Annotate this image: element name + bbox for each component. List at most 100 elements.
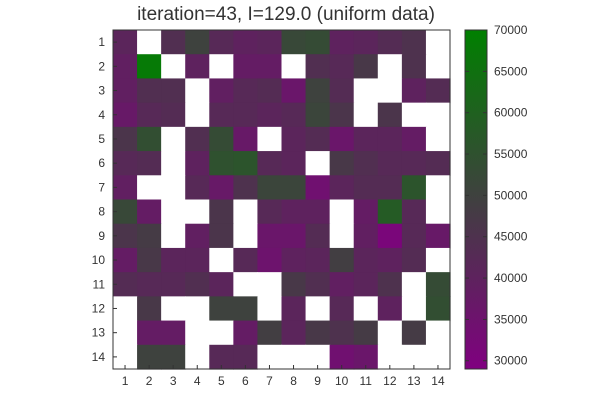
heatmap-cell (377, 272, 403, 297)
heatmap-cell (425, 199, 451, 225)
heatmap-cell (377, 320, 403, 346)
heatmap-cell (281, 102, 307, 128)
heatmap-cell (425, 102, 451, 128)
heatmap-cell (353, 126, 379, 152)
y-tick-label: 3 (98, 84, 105, 98)
heatmap-cell (137, 175, 162, 201)
heatmap-cell (377, 30, 403, 55)
heatmap-cell (185, 30, 210, 55)
heatmap-cell (137, 151, 162, 176)
x-tick-label: 9 (314, 374, 321, 388)
y-tick-label: 4 (98, 108, 105, 122)
heatmap-cell (161, 30, 186, 55)
heatmap-cell (425, 151, 451, 176)
heatmap-cell (233, 223, 259, 249)
colorbar-tick-label: 65000 (494, 64, 528, 78)
heatmap-cell (401, 223, 427, 249)
heatmap-cell (113, 296, 138, 322)
heatmap-cell (257, 320, 283, 346)
heatmap-cell (185, 175, 210, 201)
heatmap-cell (401, 199, 427, 225)
heatmap-cell (377, 247, 403, 273)
heatmap-cell (329, 175, 355, 201)
heatmap-cell (401, 175, 427, 201)
heatmap-cell (233, 151, 259, 176)
heatmap-cell (377, 54, 403, 80)
heatmap-cell (209, 296, 234, 322)
heatmap-cells (113, 30, 451, 370)
heatmap-cell (329, 78, 355, 104)
heatmap-cell (137, 320, 162, 346)
y-tick-label: 13 (92, 326, 106, 340)
heatmap-cell (113, 199, 138, 225)
heatmap-cell (137, 223, 162, 249)
heatmap-cell (401, 272, 427, 297)
heatmap-cell (161, 175, 186, 201)
heatmap-cell (305, 199, 331, 225)
x-tick-label: 12 (383, 374, 397, 388)
heatmap-cell (281, 296, 307, 322)
heatmap-cell (425, 296, 451, 322)
heatmap-cell (377, 151, 403, 176)
heatmap-cell (185, 199, 210, 225)
heatmap-cell (329, 320, 355, 346)
heatmap-cell (257, 175, 283, 201)
heatmap-cell (161, 247, 186, 273)
heatmap-cell (305, 78, 331, 104)
heatmap-cell (377, 199, 403, 225)
heatmap-cell (329, 223, 355, 249)
heatmap-cell (209, 223, 234, 249)
heatmap-cell (233, 175, 259, 201)
heatmap-cell (257, 30, 283, 55)
x-tick-label: 4 (194, 374, 201, 388)
heatmap-cell (425, 247, 451, 273)
colorbar-axis: 30000 35000 40000 45000 50000 55000 60000 65000… (465, 23, 528, 368)
y-tick-label: 5 (98, 132, 105, 146)
y-tick-label: 8 (98, 205, 105, 219)
heatmap-cell (209, 54, 234, 80)
heatmap-cell (401, 30, 427, 55)
heatmap-cell (425, 78, 451, 104)
heatmap-cell (401, 296, 427, 322)
heatmap-cell (329, 272, 355, 297)
heatmap-cell (353, 102, 379, 128)
heatmap-cell (257, 296, 283, 322)
heatmap-cell (113, 320, 138, 346)
heatmap-cell (161, 78, 186, 104)
heatmap-cell (113, 247, 138, 273)
colorbar-tick-label: 35000 (494, 312, 528, 326)
heatmap-cell (185, 247, 210, 273)
x-tick-label: 6 (242, 374, 249, 388)
heatmap-cell (185, 272, 210, 297)
heatmap-cell (161, 320, 186, 346)
heatmap-cell (305, 296, 331, 322)
heatmap-cell (281, 151, 307, 176)
heatmap-cell (161, 54, 186, 80)
heatmap-cell (329, 30, 355, 55)
heatmap-cell (161, 199, 186, 225)
heatmap-cell (113, 272, 138, 297)
heatmap-cell (305, 54, 331, 80)
heatmap-cell (377, 223, 403, 249)
heatmap-cell (233, 126, 259, 152)
heatmap-cell (209, 151, 234, 176)
x-axis: 1 2 3 4 5 6 7 8 9 10 11 12 13 14 (122, 365, 445, 388)
heatmap-cell (281, 54, 307, 80)
heatmap-cell (233, 102, 259, 128)
heatmap-cell (233, 272, 259, 297)
heatmap-cell (113, 102, 138, 128)
x-tick-label: 13 (407, 374, 421, 388)
heatmap-cell (185, 320, 210, 346)
heatmap-cell (353, 223, 379, 249)
heatmap-cell (233, 54, 259, 80)
heatmap-cell (425, 175, 451, 201)
heatmap-cell (401, 78, 427, 104)
heatmap-cell (137, 30, 162, 55)
heatmap-cell (257, 78, 283, 104)
y-tick-label: 2 (98, 59, 105, 73)
heatmap-cell (209, 30, 234, 55)
heatmap-cell (137, 199, 162, 225)
heatmap-cell (281, 320, 307, 346)
heatmap-cell (353, 175, 379, 201)
